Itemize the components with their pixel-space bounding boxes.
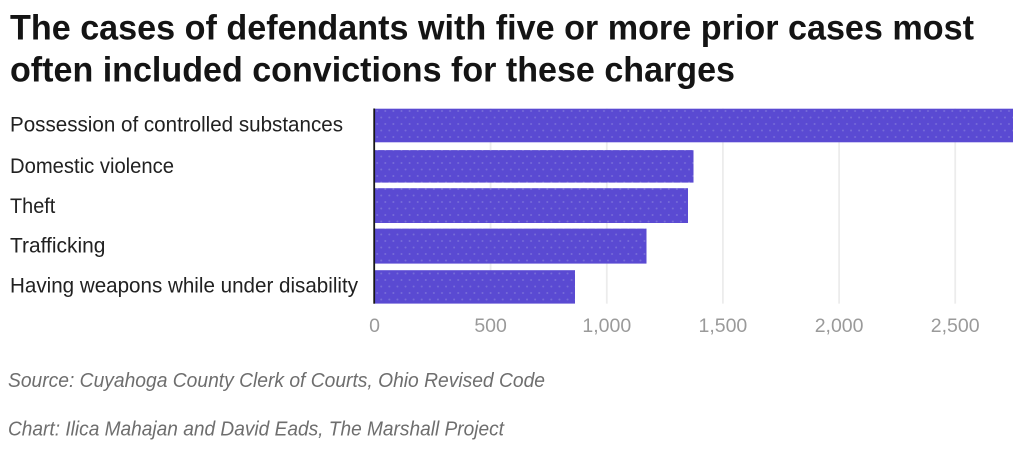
svg-text:1,000: 1,000 <box>582 315 631 337</box>
svg-text:often included convictions for: often included convictions for these cha… <box>10 51 735 90</box>
svg-text:2,000: 2,000 <box>815 315 864 337</box>
svg-text:1,500: 1,500 <box>698 315 747 337</box>
svg-text:Trafficking: Trafficking <box>10 235 105 258</box>
svg-text:Theft: Theft <box>10 195 55 218</box>
svg-text:Domestic violence: Domestic violence <box>10 155 174 178</box>
svg-text:Chart: Ilica Mahajan and David: Chart: Ilica Mahajan and David Eads, The… <box>8 418 505 440</box>
svg-text:Source: Cuyahoga County Clerk: Source: Cuyahoga County Clerk of Courts,… <box>8 370 545 392</box>
svg-text:2,500: 2,500 <box>931 315 980 337</box>
svg-text:Having weapons while under dis: Having weapons while under disability <box>10 275 358 298</box>
svg-text:Possession of controlled subst: Possession of controlled substances <box>10 114 343 137</box>
svg-text:The cases of defendants with f: The cases of defendants with five or mor… <box>10 9 974 48</box>
svg-text:0: 0 <box>369 315 380 337</box>
svg-text:500: 500 <box>474 315 507 337</box>
